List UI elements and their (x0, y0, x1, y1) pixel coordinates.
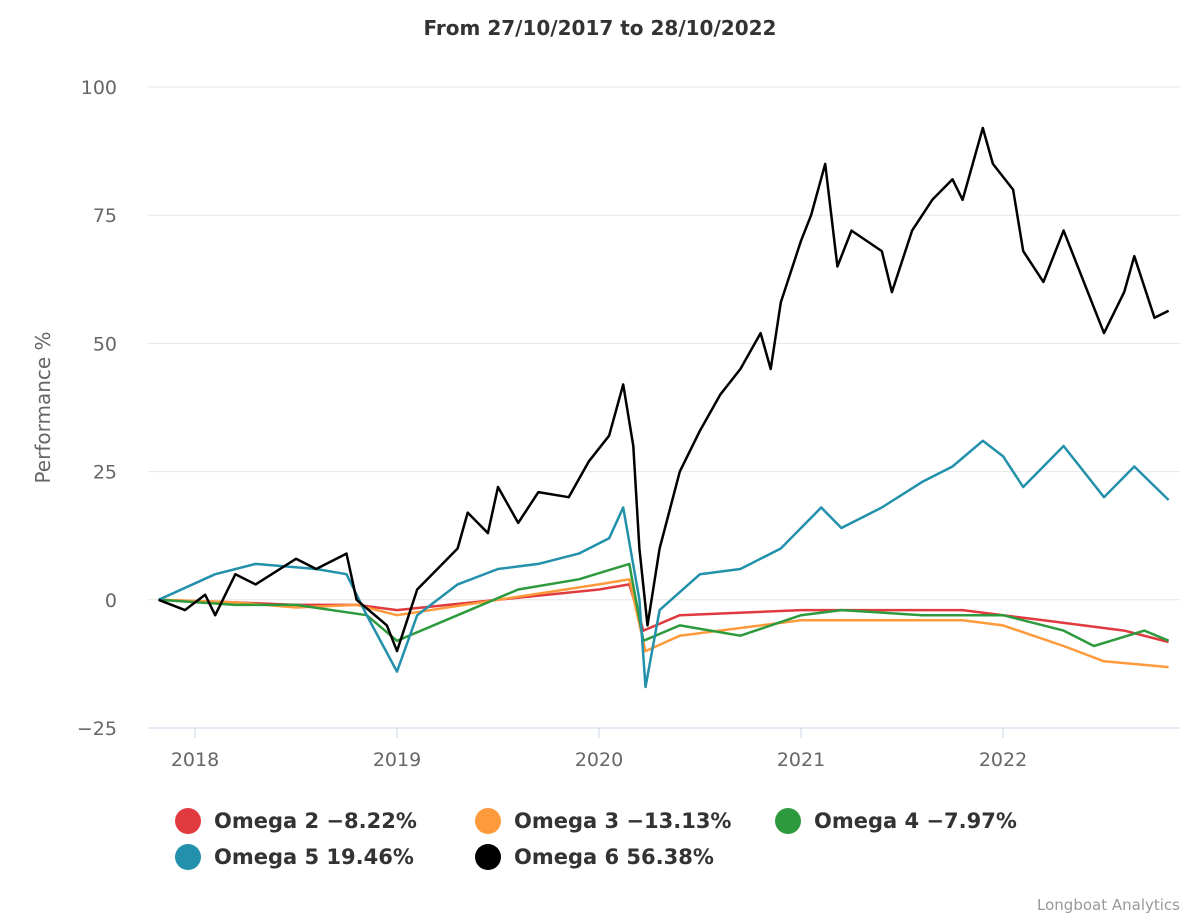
legend-label: Omega 4 −7.97% (814, 809, 1017, 833)
legend-item-omega-4[interactable]: Omega 4 −7.97% (775, 808, 1017, 834)
y-tick-label: −25 (77, 718, 117, 740)
legend-item-omega-5[interactable]: Omega 5 19.46% (175, 844, 414, 870)
y-tick-label: 100 (81, 77, 117, 99)
y-tick-label: 50 (93, 333, 117, 355)
legend-marker-icon (475, 844, 501, 870)
series-line-omega-6 (158, 126, 1170, 653)
x-tick-label: 2018 (171, 749, 219, 771)
x-tick-label: 2020 (575, 749, 623, 771)
x-tick-label: 2021 (777, 749, 825, 771)
y-tick-label: 25 (93, 462, 117, 484)
credit-link[interactable]: Longboat Analytics (1037, 896, 1180, 914)
y-axis-label: Performance % (31, 331, 55, 483)
legend-label: Omega 5 19.46% (214, 845, 414, 869)
legend-label: Omega 2 −8.22% (214, 809, 417, 833)
legend-marker-icon (475, 808, 501, 834)
legend-item-omega-6[interactable]: Omega 6 56.38% (475, 844, 714, 870)
legend-marker-icon (175, 808, 201, 834)
series-line-omega-4 (158, 562, 1170, 648)
legend-item-omega-2[interactable]: Omega 2 −8.22% (175, 808, 417, 834)
y-tick-label: 75 (93, 205, 117, 227)
legend-label: Omega 3 −13.13% (514, 809, 732, 833)
legend-marker-icon (175, 844, 201, 870)
chart-title: From 27/10/2017 to 28/10/2022 (423, 16, 777, 40)
series-line-omega-3 (158, 578, 1169, 669)
performance-chart: −25 0 25 50 75 100 2018 2019 2020 2021 2022 Perform… (31, 77, 1180, 771)
series-line-omega-5 (158, 439, 1170, 689)
legend-item-omega-3[interactable]: Omega 3 −13.13% (475, 808, 731, 834)
legend-marker-icon (775, 808, 801, 834)
y-tick-label: 0 (105, 590, 117, 612)
x-tick-label: 2019 (373, 749, 421, 771)
legend-label: Omega 6 56.38% (514, 845, 714, 869)
x-tick-label: 2022 (979, 749, 1027, 771)
